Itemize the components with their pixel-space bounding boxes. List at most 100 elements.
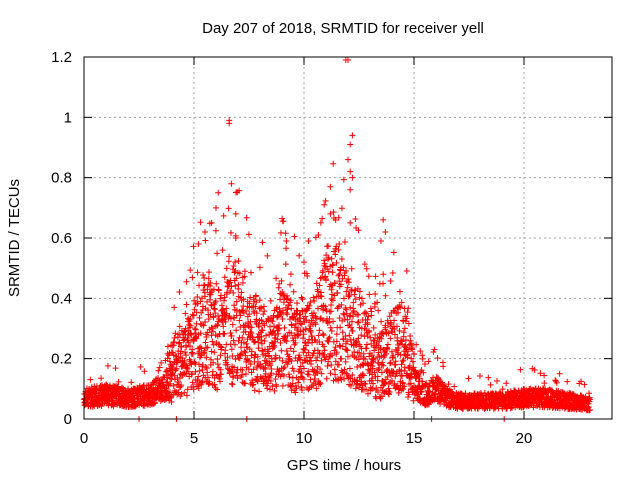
data-point [194,293,201,300]
data-point [314,347,321,354]
data-point [327,308,334,315]
data-point [104,362,111,369]
data-point [263,332,270,339]
data-point [419,382,426,389]
data-point [231,364,238,371]
data-point [383,350,390,357]
data-point [280,372,287,379]
data-point [260,364,267,371]
data-point [172,367,179,374]
data-point [175,378,182,385]
data-point [297,363,304,370]
data-point [487,381,494,388]
data-point [293,310,300,317]
grid-lines [84,57,612,419]
data-point [341,311,348,318]
data-point [363,265,370,272]
data-point [190,386,197,393]
data-point [581,381,588,388]
data-point [479,393,486,400]
data-point [405,320,412,327]
data-point [103,381,110,388]
data-point [434,354,441,361]
data-point [316,338,323,345]
data-point [355,335,362,342]
data-point [390,249,397,256]
data-point [339,275,346,282]
data-point [217,292,224,299]
data-point [348,318,355,325]
data-point [330,209,337,216]
data-point [192,368,199,375]
data-point [333,331,340,338]
data-point [296,352,303,359]
data-point [370,324,377,331]
data-point [273,304,280,311]
data-point [300,345,307,352]
data-point [272,355,279,362]
data-point [288,358,295,365]
data-point [233,327,240,334]
data-point [212,227,219,234]
data-point [260,311,267,318]
data-point [187,316,194,323]
data-point [169,349,176,356]
data-point [326,334,333,341]
data-point [509,404,516,411]
data-point [279,357,286,364]
data-point [192,326,199,333]
data-point [321,260,328,267]
data-point [586,396,593,403]
data-point [335,272,342,279]
data-point [322,303,329,310]
data-point [530,404,537,411]
data-point [277,339,284,346]
data-point [365,390,372,397]
data-point [375,360,382,367]
data-point [401,367,408,374]
data-point [256,388,263,395]
data-point [256,297,263,304]
data-point [425,401,432,408]
data-point [232,235,239,241]
data-point [203,354,210,361]
data-point [98,375,105,382]
axis-ticks [83,56,612,420]
data-point [204,329,211,336]
data-point [338,376,345,383]
data-point [333,338,340,345]
data-point [200,322,207,329]
data-point [119,384,126,391]
data-point [325,268,332,275]
data-point [334,289,341,296]
data-point [189,351,196,358]
data-point [348,324,355,331]
plot-border [83,56,613,420]
data-point [171,334,178,341]
data-point [189,346,196,353]
data-point [365,273,372,280]
data-point [183,278,190,285]
data-point [578,378,585,385]
data-point [212,385,219,392]
data-point [360,300,367,307]
data-point [350,313,357,320]
data-point [349,174,356,181]
data-point [167,380,174,387]
data-point [195,385,202,392]
data-point [399,358,406,365]
data-point [293,385,300,392]
data-point [246,300,253,307]
data-point [354,319,361,326]
data-point [189,311,196,318]
data-point [198,345,205,352]
data-point [293,300,300,307]
data-point [292,339,299,346]
data-point [193,309,200,316]
data-point [297,356,304,363]
data-point [207,296,214,303]
data-points [81,57,594,422]
data-point [176,323,183,330]
data-point [285,302,292,309]
data-point [211,305,218,312]
